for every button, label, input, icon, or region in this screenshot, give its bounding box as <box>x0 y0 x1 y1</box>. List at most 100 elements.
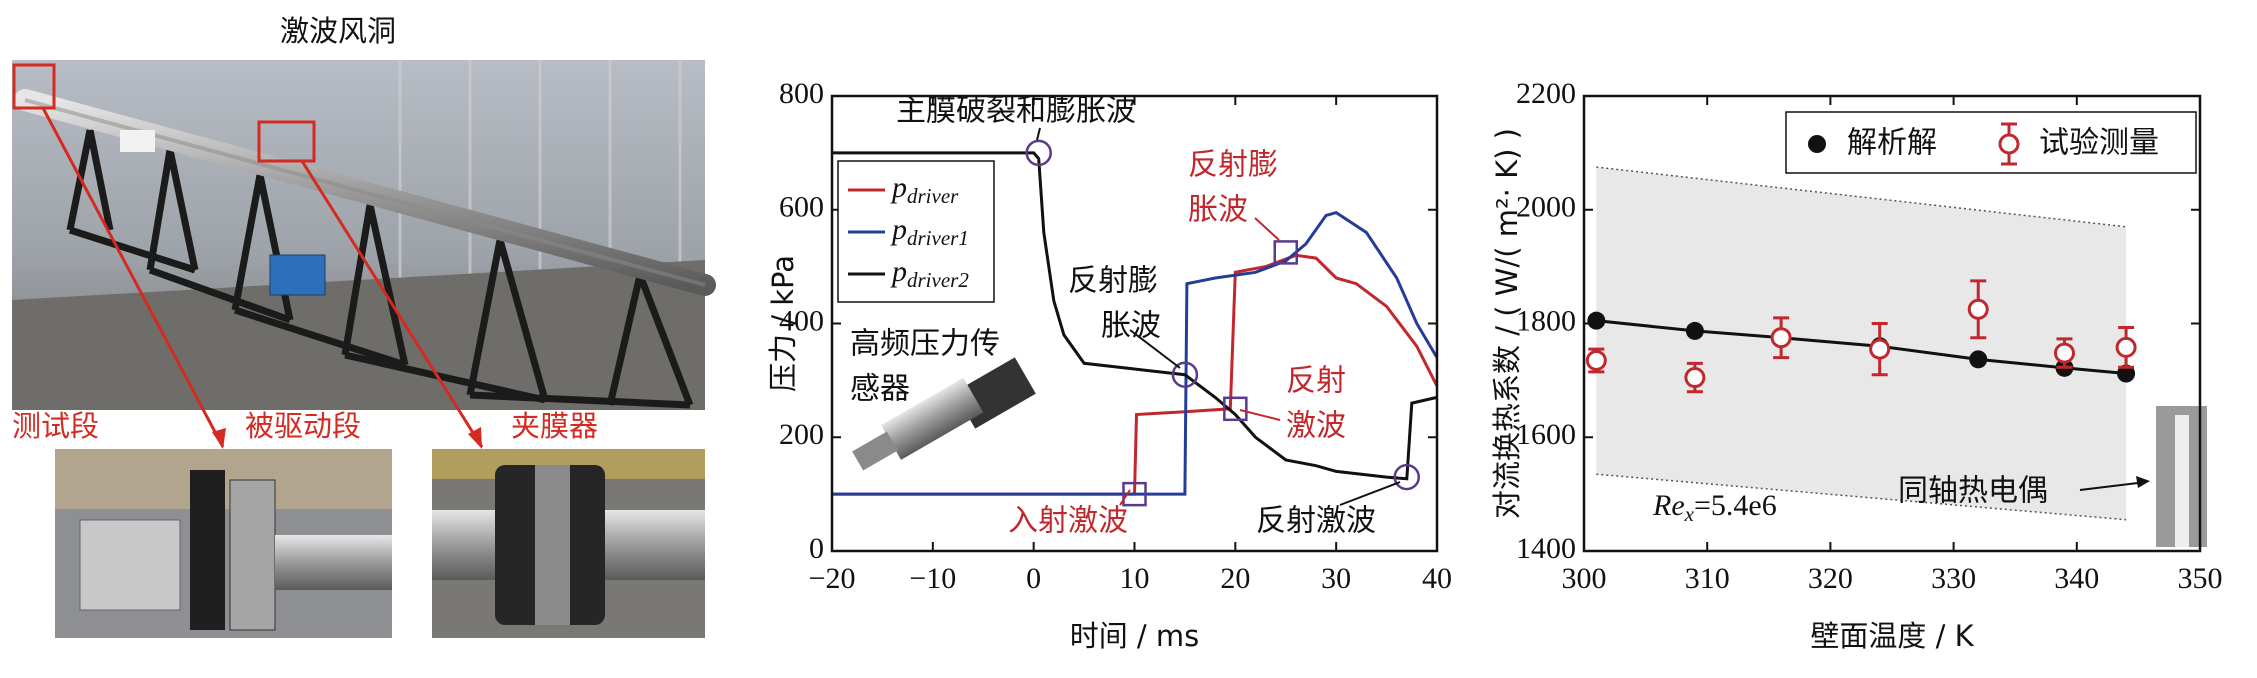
floor <box>12 260 705 410</box>
annotation: 感器 <box>850 372 910 407</box>
annotation-pointer <box>1239 409 1281 421</box>
point <box>1969 350 1988 369</box>
highlight <box>12 63 56 110</box>
point <box>1585 349 1607 371</box>
x-tick-label: 10 <box>1120 562 1150 595</box>
marker <box>1171 361 1199 388</box>
arrow-head <box>212 428 226 449</box>
point <box>1685 321 1704 340</box>
legend-label: pdriver <box>890 171 959 208</box>
point <box>1770 327 1792 349</box>
y-tick-label: 400 <box>779 304 824 337</box>
marker <box>1122 481 1147 507</box>
marker <box>1273 240 1298 265</box>
plot-frame <box>830 94 1439 553</box>
y-tick-label: 800 <box>779 77 824 110</box>
photo-label: 被驱动段 <box>245 409 361 443</box>
photo-part <box>79 519 181 611</box>
pump <box>269 254 326 296</box>
marker <box>1025 139 1052 167</box>
photo-label: 测试段 <box>12 409 99 443</box>
x-tick-label: 20 <box>1220 562 1250 595</box>
point <box>1869 338 1891 360</box>
box <box>120 130 155 152</box>
x-tick-label: −20 <box>809 562 856 595</box>
marker <box>1223 396 1248 422</box>
annotation: 激波 <box>1286 409 1346 444</box>
point <box>1967 298 1989 320</box>
series-line <box>832 151 1438 481</box>
y-axis-label: 对流换热系数 / ( W/( m²· K) ) <box>1490 128 1524 519</box>
annotation: 胀波 <box>1188 193 1248 228</box>
annotation-pointer <box>1339 481 1401 506</box>
photo-part <box>190 470 225 630</box>
photo-panel: 激波风洞 测试段 被驱动段 夹膜器 <box>12 14 716 638</box>
arrow-head <box>2136 476 2150 488</box>
series-line <box>832 253 1439 496</box>
point <box>1684 367 1706 389</box>
x-axis-label: 壁面温度 / K <box>1810 619 1974 653</box>
x-tick-label: −10 <box>909 562 956 595</box>
point <box>2053 342 2075 364</box>
photo-part <box>229 479 276 631</box>
annotation: 高频压力传 <box>850 327 1000 362</box>
annotation-pointer <box>1036 127 1041 141</box>
y-tick-label: 2200 <box>1516 77 1576 110</box>
point <box>2117 364 2136 383</box>
y-tick-label: 1400 <box>1516 532 1576 565</box>
x-tick-label: 340 <box>2054 562 2099 595</box>
x-tick-label: 0 <box>1026 562 1041 595</box>
annotation: 同轴热电偶 <box>1898 474 2048 509</box>
x-axis-label: 时间 / ms <box>1070 619 1200 653</box>
annotation-pointer <box>1119 489 1131 506</box>
band-edge <box>1596 473 2127 521</box>
annotation-pointer <box>1254 217 1280 241</box>
annotation: 胀波 <box>1101 309 1161 344</box>
sensor-tip <box>852 431 898 471</box>
x-tick-label: 300 <box>1562 562 1607 595</box>
photo-label: 夹膜器 <box>511 409 598 443</box>
y-tick-label: 1800 <box>1516 304 1576 337</box>
annotation: 反射膨 <box>1188 148 1278 183</box>
annotation: Rex=5.4e6 <box>1652 489 1777 526</box>
point <box>2115 336 2137 358</box>
highlight <box>257 120 316 163</box>
legend-label: 试验测量 <box>2039 126 2159 161</box>
arrow-head <box>468 427 482 449</box>
legend-box <box>1785 111 2197 174</box>
x-tick-label: 40 <box>1422 562 1452 595</box>
y-tick-label: 1600 <box>1516 418 1576 451</box>
annotation: 反射 <box>1286 364 1346 399</box>
legend-label: pdriver1 <box>890 213 969 250</box>
photo-part <box>535 465 570 625</box>
sensor-body <box>881 377 984 460</box>
x-tick-label: 350 <box>2178 562 2223 595</box>
y-tick-label: 600 <box>779 191 824 224</box>
annotation: 反射膨 <box>1068 264 1158 299</box>
y-axis-label: 压力 / kPa <box>766 255 800 392</box>
legend-label: pdriver2 <box>890 255 969 292</box>
annotation-pointer <box>1129 329 1181 369</box>
wall-panels <box>398 60 682 300</box>
annotation: 主膜破裂和膨胀波 <box>896 94 1136 129</box>
y-tick-label: 200 <box>779 418 824 451</box>
sensor-photo <box>852 357 1036 471</box>
x-tick-label: 330 <box>1931 562 1976 595</box>
arrow <box>300 160 484 448</box>
legend-swatch <box>1998 133 2020 155</box>
x-tick-label: 310 <box>1685 562 1730 595</box>
marker <box>1393 463 1420 491</box>
legend-label: 解析解 <box>1847 126 1937 161</box>
legend-swatch <box>1808 135 1826 153</box>
annotation: 入射激波 <box>1008 504 1128 539</box>
point <box>1587 311 1606 330</box>
y-tick-label: 2000 <box>1516 191 1576 224</box>
arrow <box>41 107 225 448</box>
band-edge <box>1596 166 2127 228</box>
y-tick-label: 0 <box>809 532 824 565</box>
annotation-pointer <box>2079 481 2147 491</box>
photo-part <box>275 535 392 590</box>
x-tick-label: 30 <box>1321 562 1351 595</box>
x-tick-label: 320 <box>1808 562 1853 595</box>
